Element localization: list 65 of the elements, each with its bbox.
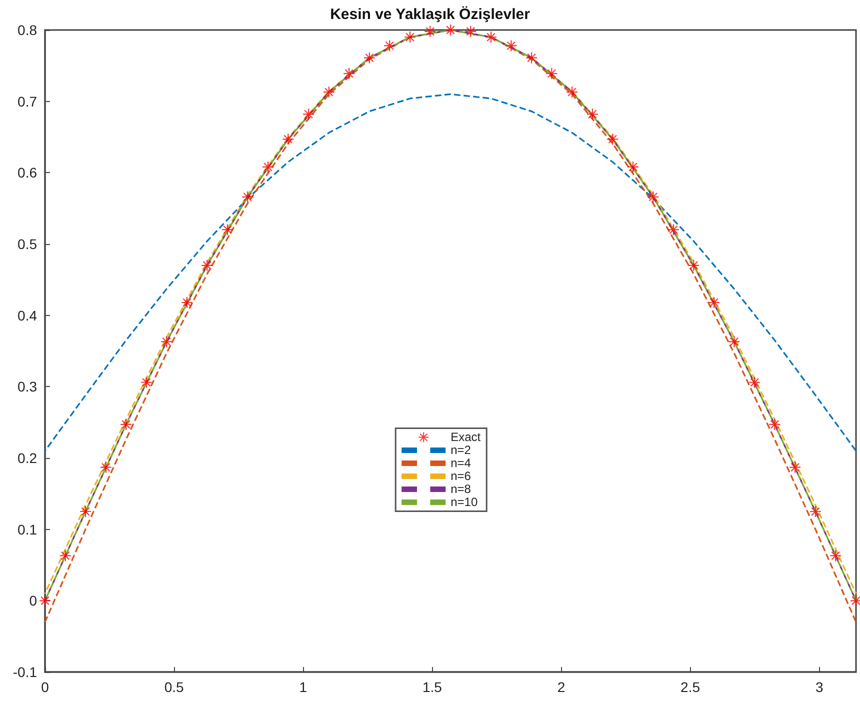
point: [202, 260, 213, 271]
y-tick-label: 0.4: [18, 307, 38, 324]
point: [60, 550, 71, 562]
y-tick-label: 0: [29, 592, 38, 609]
x-tick-label: 1: [299, 679, 308, 695]
y-tick-label: 0.3: [18, 378, 38, 395]
point: [262, 161, 274, 172]
point: [80, 506, 92, 517]
point: [40, 595, 50, 606]
point: [140, 376, 152, 388]
point: [424, 26, 436, 37]
point: [222, 224, 233, 236]
point: [566, 86, 578, 98]
point: [506, 40, 517, 52]
point: [445, 24, 456, 36]
point: [790, 462, 801, 473]
point: [688, 260, 700, 271]
point: [486, 32, 497, 43]
x-tick-label: 3: [815, 679, 824, 695]
x-tick-label: 2.5: [680, 679, 700, 695]
point: [668, 224, 680, 236]
point: [546, 68, 558, 80]
point: [708, 296, 720, 308]
y-tick-label: 0.2: [18, 450, 38, 466]
legend-label: n=8: [450, 482, 472, 496]
legend-label: n=6: [450, 469, 472, 484]
point: [769, 418, 780, 430]
point: [830, 550, 842, 562]
point: [404, 32, 416, 43]
x-tick-label: 0: [41, 679, 50, 695]
point: [749, 376, 760, 388]
chart-title: Kesin ve Yaklaşık Özişlevler: [330, 6, 530, 23]
x-tick-label: 2: [557, 679, 566, 695]
y-tick-label: -0.1: [12, 664, 38, 680]
point: [242, 191, 254, 202]
point: [810, 506, 821, 517]
legend-label: Exact: [450, 430, 482, 444]
point: [526, 52, 538, 64]
x-tick-label: 1.5: [422, 679, 442, 695]
y-tick-label: 0.5: [18, 236, 38, 252]
y-tick-label: 0.8: [18, 22, 38, 38]
point: [303, 108, 314, 120]
point: [648, 191, 659, 202]
point: [586, 108, 598, 120]
x-tick-label: 0.5: [164, 679, 184, 695]
point: [181, 296, 192, 308]
point: [384, 40, 396, 52]
point: [282, 134, 294, 145]
point: [120, 418, 132, 430]
point: [344, 68, 355, 80]
line-series: [44, 93, 857, 452]
point: [465, 26, 476, 37]
y-tick-label: 0.7: [18, 93, 38, 110]
point: [728, 336, 740, 348]
point: [607, 134, 618, 145]
point: [323, 86, 334, 98]
point: [100, 462, 112, 473]
legend-label: n=4: [450, 456, 472, 470]
point: [627, 161, 638, 172]
y-tick-label: 0.1: [18, 521, 38, 538]
legend-label: n=2: [450, 443, 472, 458]
legend-label: n=10: [450, 495, 478, 510]
point: [161, 336, 172, 348]
y-tick-label: 0.6: [18, 164, 38, 181]
point: [364, 52, 375, 64]
